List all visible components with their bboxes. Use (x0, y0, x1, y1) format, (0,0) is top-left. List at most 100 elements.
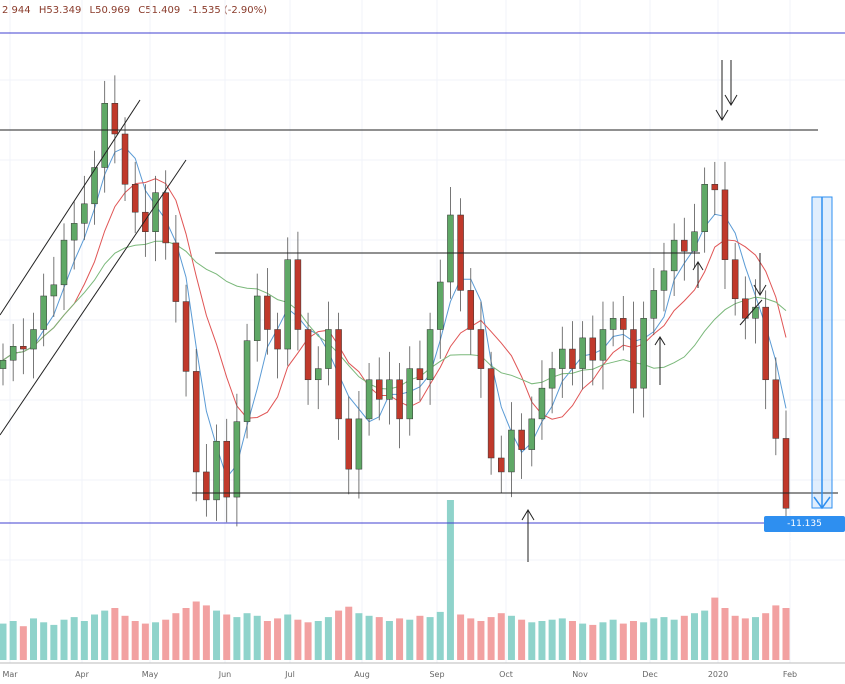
candle-body (538, 387, 546, 420)
candle (192, 349, 200, 502)
volume-bar (599, 622, 607, 660)
candle (20, 318, 27, 375)
candle-body (416, 368, 424, 381)
volume-bar (721, 608, 729, 660)
volume-bar (711, 597, 719, 660)
candle-body (742, 298, 749, 319)
candle (538, 360, 546, 440)
legend-close: C51.409 (138, 5, 181, 16)
candle (355, 390, 363, 499)
candle (253, 273, 261, 362)
candle (477, 301, 485, 398)
candle-body (91, 167, 98, 205)
x-axis: Mar Apr May Jun Jul Aug Sep Oct Nov Dec 2020 Feb (2, 670, 797, 679)
candle (325, 301, 332, 386)
candle-body (406, 368, 414, 420)
x-tick-label: Aug (354, 670, 370, 679)
ohlc-legend: 2.944 H53.349 L50.969 C51.409 -1.535 (-2… (2, 5, 272, 16)
candle-body (487, 368, 495, 459)
volume-bar (640, 622, 648, 660)
candle (345, 396, 352, 495)
candle (660, 242, 668, 312)
candle (782, 410, 790, 530)
candle (416, 340, 424, 401)
moving-averages (2, 146, 787, 479)
moving-average-line (2, 146, 787, 479)
candle-body (670, 239, 678, 272)
candle (487, 351, 495, 475)
legend-low: L50.969 (89, 5, 131, 16)
price-range-measure[interactable] (811, 196, 833, 510)
x-tick-label: Dec (642, 670, 657, 679)
volume-bars (0, 500, 790, 660)
volume-bar (121, 615, 129, 660)
volume-bar (507, 615, 515, 660)
x-tick-label: Apr (75, 670, 90, 679)
candle-body (650, 290, 658, 319)
candle-body (782, 438, 790, 509)
volume-bar (385, 621, 393, 660)
volume-bar (467, 618, 475, 660)
candle (548, 351, 556, 414)
volume-bar (518, 619, 526, 660)
candle (386, 351, 393, 425)
candle-body (386, 379, 393, 400)
candle-body (20, 346, 27, 350)
volume-bar (396, 618, 404, 660)
candle (70, 201, 78, 270)
volume-bar (436, 611, 444, 660)
candle-body (691, 231, 698, 252)
volume-bar (60, 619, 68, 660)
candle-body (60, 239, 68, 286)
candle (223, 418, 230, 523)
volume-bar (701, 610, 709, 660)
candle (670, 223, 678, 296)
volume-bar (589, 624, 597, 660)
candle (101, 80, 108, 193)
candle (284, 237, 291, 366)
candle (91, 150, 98, 225)
candle (711, 161, 719, 215)
trend-line (0, 159, 187, 436)
candle (30, 312, 37, 379)
candle (569, 321, 576, 386)
candle (762, 290, 769, 410)
candle-body (396, 379, 403, 420)
candle-body (467, 290, 475, 330)
volume-bar (335, 610, 343, 660)
candle (620, 295, 627, 351)
candle-body (30, 329, 37, 350)
legend-change: -1.535 (-2.90%) (188, 5, 268, 16)
volume-bar (558, 618, 566, 660)
candle-body (0, 359, 7, 369)
volume-bar (50, 624, 58, 660)
volume-bar (497, 613, 505, 660)
volume-bar (772, 605, 780, 660)
candle-body (284, 259, 291, 350)
candle (396, 363, 403, 449)
volume-bar (101, 610, 109, 660)
volume-bar (233, 617, 241, 660)
candle-body (609, 318, 617, 330)
candle (213, 424, 220, 521)
volume-bar (609, 619, 617, 660)
candle-body (233, 421, 241, 498)
volume-bar (446, 500, 454, 660)
candle-body (213, 440, 220, 501)
candle (609, 301, 617, 347)
candle-body (355, 418, 363, 470)
candle (162, 170, 169, 260)
volume-bar (751, 617, 759, 660)
candle (152, 175, 159, 262)
volume-bar (579, 623, 587, 660)
candle-body (172, 242, 180, 302)
candle (599, 301, 607, 390)
volume-bar (365, 615, 373, 660)
volume-bar (619, 623, 627, 660)
candle (182, 284, 190, 397)
candle-body (660, 270, 668, 291)
candle (721, 161, 729, 290)
candle-body (121, 133, 129, 185)
volume-bar (741, 618, 749, 660)
